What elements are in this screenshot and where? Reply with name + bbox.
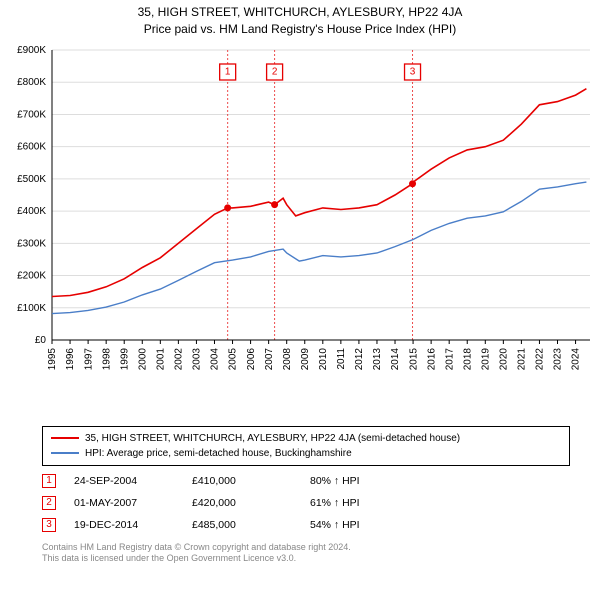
footnote-line: This data is licensed under the Open Gov… — [42, 553, 570, 565]
svg-text:2003: 2003 — [192, 347, 203, 370]
legend-swatch — [51, 437, 79, 439]
sale-date: 19-DEC-2014 — [74, 519, 174, 531]
line-chart-svg: £0 £100K £200K £300K £400K £500K £600K £700K £80… — [0, 40, 600, 420]
legend-label: HPI: Average price, semi-detached house,… — [85, 446, 352, 461]
house-price-chart-page: 35, HIGH STREET, WHITCHURCH, AYLESBURY, … — [0, 0, 600, 590]
svg-text:2013: 2013 — [372, 347, 383, 370]
legend-label: 35, HIGH STREET, WHITCHURCH, AYLESBURY, … — [85, 431, 460, 446]
svg-text:2011: 2011 — [336, 347, 347, 369]
svg-text:1997: 1997 — [83, 347, 94, 370]
sale-price: £410,000 — [192, 475, 292, 487]
svg-text:2012: 2012 — [354, 347, 365, 370]
sale-pct: 80% ↑ HPI — [310, 475, 410, 487]
svg-text:2014: 2014 — [390, 347, 401, 370]
svg-text:2002: 2002 — [174, 347, 185, 370]
svg-text:2021: 2021 — [517, 347, 528, 370]
svg-text:2018: 2018 — [462, 347, 473, 370]
sale-row: 1 24-SEP-2004 £410,000 80% ↑ HPI — [42, 470, 570, 492]
svg-text:2008: 2008 — [282, 347, 293, 370]
svg-text:£600K: £600K — [17, 141, 46, 152]
svg-text:£0: £0 — [35, 335, 47, 346]
svg-text:1998: 1998 — [101, 347, 112, 370]
sale-marker-icon: 3 — [42, 518, 56, 532]
svg-text:£500K: £500K — [17, 173, 46, 184]
svg-text:2016: 2016 — [426, 347, 437, 370]
title-subtitle: Price paid vs. HM Land Registry's House … — [0, 21, 600, 38]
sale-date: 01-MAY-2007 — [74, 497, 174, 509]
svg-text:£200K: £200K — [17, 270, 46, 281]
svg-text:£100K: £100K — [17, 302, 46, 313]
sale-pct: 54% ↑ HPI — [310, 519, 410, 531]
svg-text:2022: 2022 — [535, 347, 546, 370]
legend-item-property: 35, HIGH STREET, WHITCHURCH, AYLESBURY, … — [51, 431, 561, 446]
svg-text:1996: 1996 — [65, 347, 76, 370]
sale-row: 3 19-DEC-2014 £485,000 54% ↑ HPI — [42, 514, 570, 536]
sale-price: £485,000 — [192, 519, 292, 531]
chart-area: £0 £100K £200K £300K £400K £500K £600K £700K £80… — [0, 40, 600, 420]
svg-text:2006: 2006 — [246, 347, 257, 370]
svg-text:2017: 2017 — [444, 347, 455, 370]
footnote-line: Contains HM Land Registry data © Crown c… — [42, 542, 570, 554]
footnote: Contains HM Land Registry data © Crown c… — [42, 542, 570, 565]
sale-price: £420,000 — [192, 497, 292, 509]
svg-text:£700K: £700K — [17, 109, 46, 120]
svg-text:£400K: £400K — [17, 206, 46, 217]
sale-marker-icon: 2 — [42, 496, 56, 510]
svg-text:£900K: £900K — [17, 45, 46, 56]
svg-text:1999: 1999 — [119, 347, 130, 370]
svg-text:2000: 2000 — [137, 347, 148, 370]
svg-text:1: 1 — [225, 66, 231, 77]
legend-swatch — [51, 452, 79, 454]
sale-marker-icon: 1 — [42, 474, 56, 488]
svg-text:2001: 2001 — [156, 347, 167, 370]
title-block: 35, HIGH STREET, WHITCHURCH, AYLESBURY, … — [0, 0, 600, 40]
svg-text:2024: 2024 — [571, 347, 582, 370]
legend: 35, HIGH STREET, WHITCHURCH, AYLESBURY, … — [42, 426, 570, 466]
svg-text:2007: 2007 — [264, 347, 275, 370]
sale-pct: 61% ↑ HPI — [310, 497, 410, 509]
svg-text:2004: 2004 — [210, 347, 221, 370]
svg-text:1995: 1995 — [47, 347, 58, 370]
svg-text:2005: 2005 — [228, 347, 239, 370]
svg-text:2009: 2009 — [300, 347, 311, 370]
svg-text:2023: 2023 — [553, 347, 564, 370]
legend-item-hpi: HPI: Average price, semi-detached house,… — [51, 446, 561, 461]
title-address: 35, HIGH STREET, WHITCHURCH, AYLESBURY, … — [0, 4, 600, 21]
svg-text:2020: 2020 — [499, 347, 510, 370]
svg-text:2010: 2010 — [318, 347, 329, 370]
sale-date: 24-SEP-2004 — [74, 475, 174, 487]
svg-text:2019: 2019 — [480, 347, 491, 370]
svg-text:2015: 2015 — [408, 347, 419, 370]
svg-text:3: 3 — [410, 66, 416, 77]
svg-text:£800K: £800K — [17, 77, 46, 88]
sales-table: 1 24-SEP-2004 £410,000 80% ↑ HPI 2 01-MA… — [42, 470, 570, 536]
sale-row: 2 01-MAY-2007 £420,000 61% ↑ HPI — [42, 492, 570, 514]
svg-text:£300K: £300K — [17, 238, 46, 249]
svg-text:2: 2 — [272, 66, 278, 77]
